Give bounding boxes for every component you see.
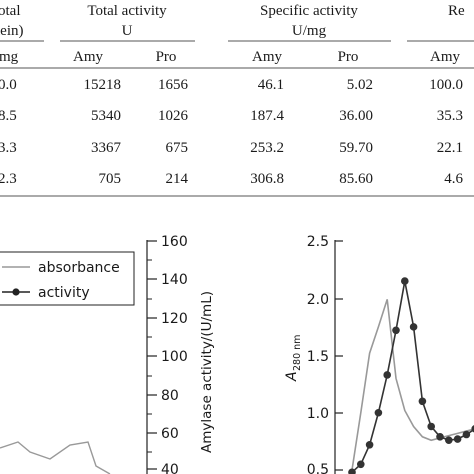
right-chart-ticks xyxy=(335,240,343,471)
legend-activity-marker xyxy=(12,288,20,296)
left-ytick-label: 160 xyxy=(161,234,188,250)
header-recovery-fragment: Re xyxy=(448,3,465,19)
table-cell: 22.1 xyxy=(437,140,463,156)
svg-text:A: A xyxy=(284,371,300,382)
data-point-activity xyxy=(374,408,383,417)
svg-text:280 nm: 280 nm xyxy=(292,335,303,371)
right-chart: 2.5 2.0 1.5 1.0 0.5 A 280 nm xyxy=(284,234,474,474)
table-row: 0.0 15218 1656 46.1 5.02 100.0 xyxy=(0,77,463,93)
table-cell: 5.02 xyxy=(347,77,373,93)
left-chart: absorbance activity 160 140 120 100 80 xyxy=(0,234,215,474)
series-line-absorbance xyxy=(351,299,474,471)
table-cell: 4.6 xyxy=(444,171,463,187)
table-cell: 85.60 xyxy=(339,171,373,187)
table-cell: 46.1 xyxy=(258,77,284,93)
left-ytick-label: 80 xyxy=(161,388,179,404)
table-cell: 36.00 xyxy=(339,108,373,124)
table-cell: 5340 xyxy=(91,108,121,124)
right-ytick-label: 0.5 xyxy=(307,462,329,474)
table-cell: 253.2 xyxy=(250,140,284,156)
data-point-activity xyxy=(348,468,356,474)
left-ytick-label: 100 xyxy=(161,349,188,365)
header-col-amy-specific: Amy xyxy=(252,49,283,65)
right-ytick-label: 2.5 xyxy=(307,234,329,250)
table-cell: 675 xyxy=(166,140,189,156)
data-point-activity xyxy=(445,436,453,445)
table-cell: 15218 xyxy=(84,77,122,93)
table-cell: 0.0 xyxy=(0,77,17,93)
table-cell: 1026 xyxy=(158,108,189,124)
table-cell: 8.5 xyxy=(0,108,17,124)
legend-box xyxy=(0,251,135,306)
data-table: otal Total activity Specific activity Re… xyxy=(0,3,474,197)
table-cell: 705 xyxy=(99,171,122,187)
header-protein-unit: mg xyxy=(0,49,19,65)
header-col-pro-specific: Pro xyxy=(338,49,359,65)
right-chart-series xyxy=(348,277,474,474)
left-absorbance-trace xyxy=(0,441,111,474)
data-point-activity xyxy=(392,326,400,335)
left-y-axis-label: Amylase activity/(U/mL) xyxy=(199,291,215,453)
right-y-axis-label: A 280 nm xyxy=(284,335,303,382)
header-total-protein-fragment: otal xyxy=(0,3,21,19)
legend-absorbance-label: absorbance xyxy=(38,260,120,276)
table-cell: 35.3 xyxy=(437,108,463,124)
data-point-activity xyxy=(365,441,374,449)
data-point-activity xyxy=(427,422,436,431)
header-total-protein-fragment-2: tein) xyxy=(0,23,24,39)
data-point-activity xyxy=(453,435,462,443)
header-specific-activity-unit: U/mg xyxy=(292,23,327,39)
left-ytick-label: 120 xyxy=(161,311,188,327)
header-col-pro-total: Pro xyxy=(156,49,177,65)
data-point-activity xyxy=(462,430,471,439)
table-cell: 2.3 xyxy=(0,171,17,187)
left-ytick-label: 40 xyxy=(161,462,179,474)
data-point-activity xyxy=(471,425,474,433)
header-total-activity-unit: U xyxy=(122,23,133,39)
left-chart-ticks xyxy=(147,240,157,470)
table-cell: 1656 xyxy=(158,77,189,93)
right-ytick-label: 2.0 xyxy=(307,292,329,308)
data-point-activity xyxy=(383,371,392,379)
table-cell: 214 xyxy=(166,171,189,187)
table-cell: 3.3 xyxy=(0,140,17,156)
data-point-activity xyxy=(401,277,409,285)
data-point-activity xyxy=(418,397,427,406)
right-ytick-label: 1.5 xyxy=(307,349,329,365)
data-point-activity xyxy=(409,323,418,331)
data-point-activity xyxy=(357,460,365,469)
table-row: 8.5 5340 1026 187.4 36.00 35.3 xyxy=(0,108,463,124)
table-cell: 59.70 xyxy=(339,140,373,156)
data-point-activity xyxy=(436,432,444,441)
header-specific-activity: Specific activity xyxy=(260,3,358,19)
legend-activity-label: activity xyxy=(38,285,90,301)
header-col-amy-total: Amy xyxy=(73,49,104,65)
left-ytick-label: 60 xyxy=(161,426,179,442)
header-col-amy-recovery: Amy xyxy=(430,49,461,65)
table-cell: 100.0 xyxy=(429,77,463,93)
table-row: 3.3 3367 675 253.2 59.70 22.1 xyxy=(0,140,463,156)
left-ytick-label: 140 xyxy=(161,272,188,288)
right-ytick-label: 1.0 xyxy=(307,406,329,422)
header-total-activity: Total activity xyxy=(87,3,167,19)
table-row: 2.3 705 214 306.8 85.60 4.6 xyxy=(0,171,464,187)
table-cell: 3367 xyxy=(91,140,122,156)
table-cell: 306.8 xyxy=(250,171,284,187)
table-cell: 187.4 xyxy=(250,108,284,124)
